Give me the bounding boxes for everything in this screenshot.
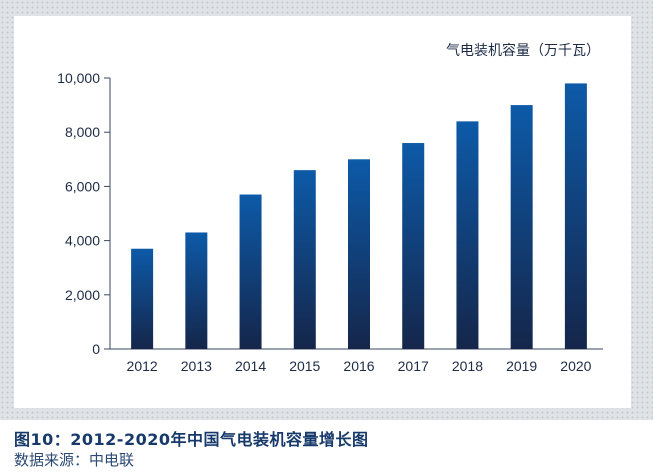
bar: [510, 105, 533, 349]
bar: [456, 121, 479, 349]
x-tick-label: 2015: [289, 358, 320, 374]
chart-frame: 气电装机容量（万千瓦） 0 2,000 4,000 6,000 8,000 10,000 20…: [0, 0, 653, 420]
bar: [239, 194, 262, 349]
y-axis-unit-label: 气电装机容量（万千瓦）: [446, 42, 600, 59]
bar: [348, 159, 370, 349]
bar: [564, 83, 587, 350]
y-tick-label: 4,000: [65, 233, 100, 249]
y-tick-label: 2,000: [65, 287, 100, 303]
bar: [402, 143, 425, 349]
x-tick-label: 2013: [181, 358, 212, 374]
x-tick-label: 2019: [506, 358, 537, 374]
y-tick-label: 8,000: [65, 124, 100, 140]
bar-chart: 气电装机容量（万千瓦） 0 2,000 4,000 6,000 8,000 10,000 20…: [57, 42, 603, 374]
chart-panel: 气电装机容量（万千瓦） 0 2,000 4,000 6,000 8,000 10,000 20…: [14, 16, 631, 408]
x-tick-label: 2017: [398, 358, 429, 374]
figure-caption: 图10：2012-2020年中国气电装机容量增长图: [14, 430, 369, 449]
y-tick-label: 10,000: [57, 70, 100, 86]
bar: [293, 170, 316, 349]
x-tick-label: 2014: [235, 358, 266, 374]
bar: [185, 232, 208, 349]
y-tick-label: 6,000: [65, 178, 100, 194]
y-tick-label: 0: [92, 341, 100, 357]
data-source: 数据来源：中电联: [14, 451, 135, 469]
x-tick-label: 2012: [127, 358, 158, 374]
x-tick-label: 2020: [560, 358, 591, 374]
bar: [131, 248, 154, 349]
x-tick-label: 2016: [343, 358, 374, 374]
x-tick-label: 2018: [452, 358, 483, 374]
